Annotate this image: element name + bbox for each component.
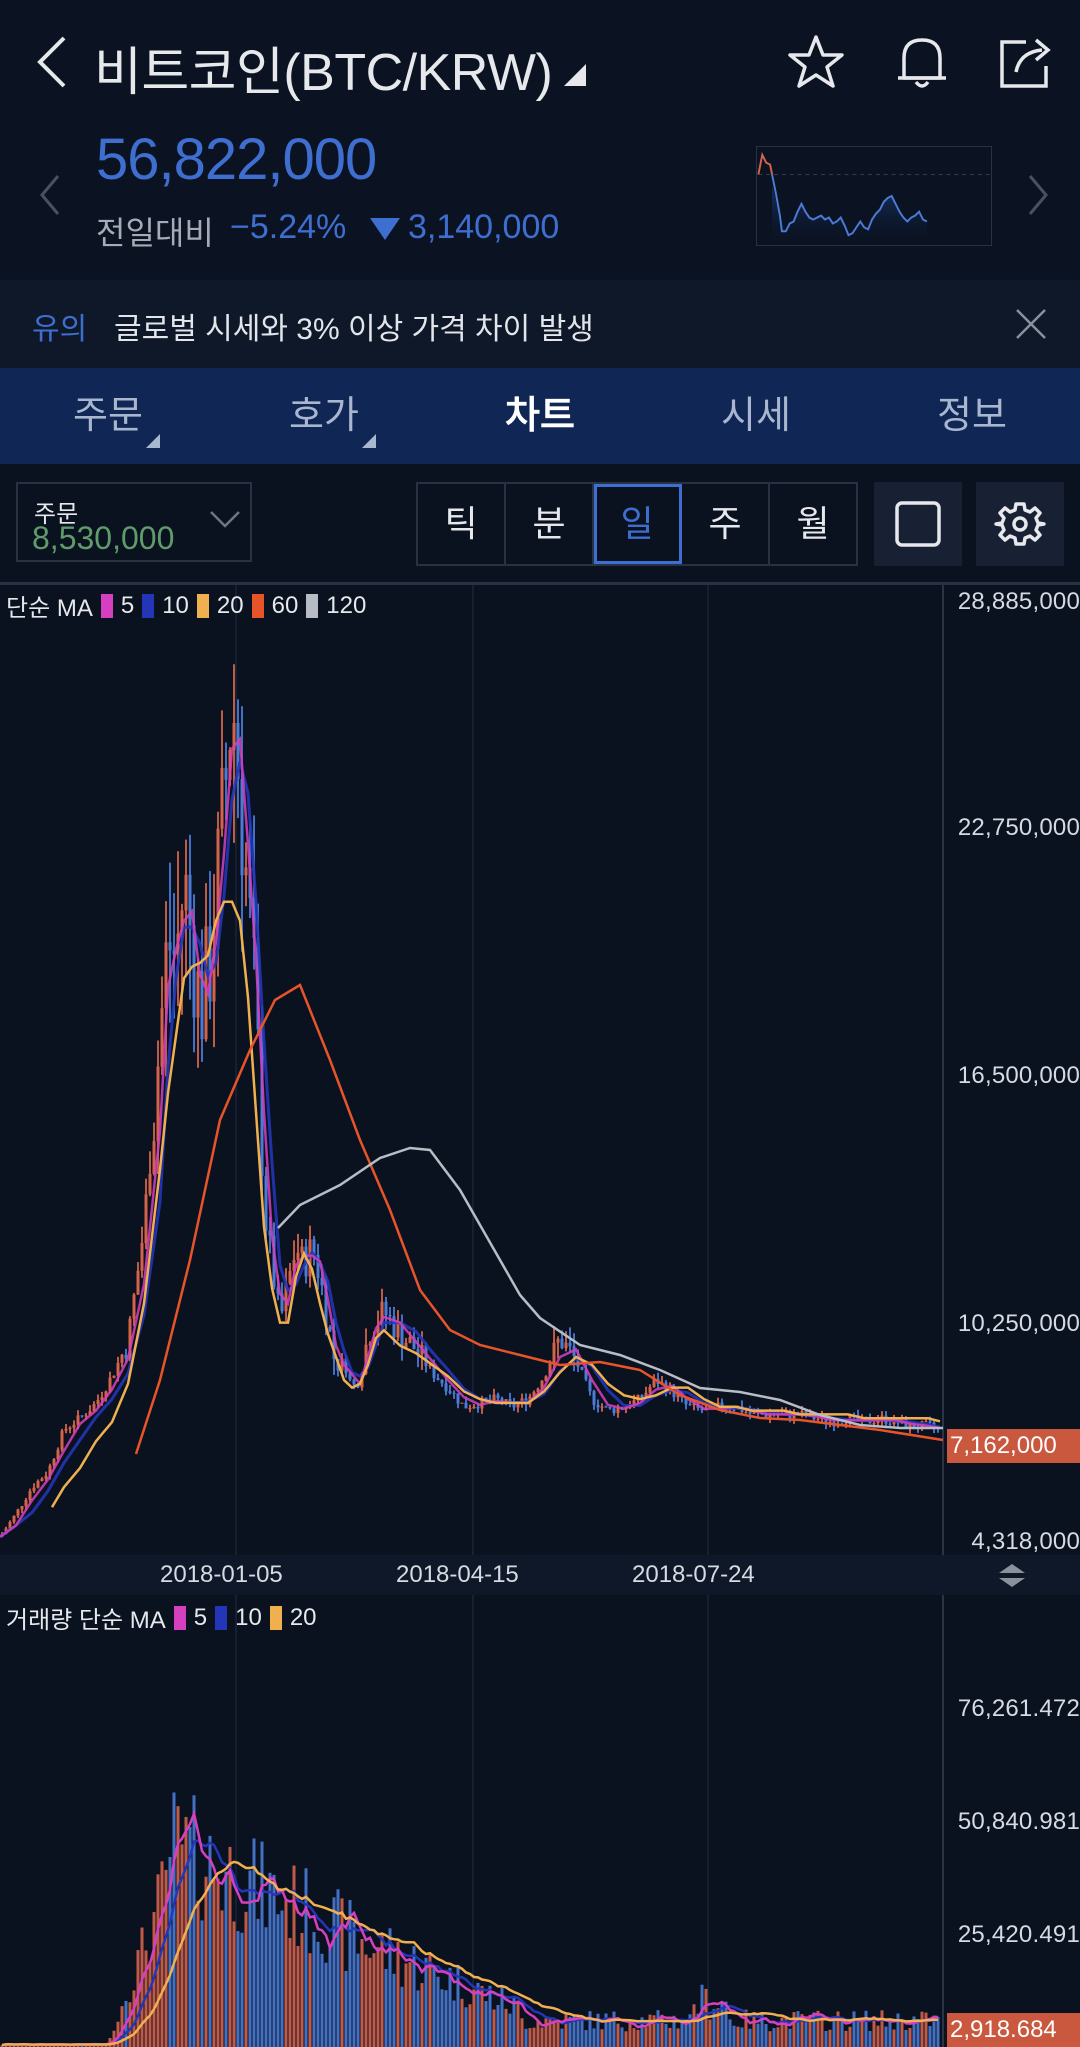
submenu-triangle-icon xyxy=(362,434,376,448)
order-price-select[interactable]: 주문 8,530,000 xyxy=(16,482,252,562)
legend-ma5: 5 xyxy=(193,1603,208,1631)
price-ma-legend: 단순 MA 5 10 20 60 120 xyxy=(6,588,366,623)
tab-order[interactable]: 주문 xyxy=(0,368,216,464)
y-tick-label: 10,250,000 xyxy=(957,1310,1080,1337)
ma120-swatch xyxy=(306,593,319,618)
divider xyxy=(0,582,1080,585)
tab-label: 시세 xyxy=(721,395,791,437)
x-tick-label: 2018-04-15 xyxy=(396,1561,519,1588)
tab-chart[interactable]: 차트 xyxy=(432,368,648,464)
tab-market-price[interactable]: 시세 xyxy=(648,368,864,464)
ma10-swatch xyxy=(142,593,155,618)
ma10-swatch xyxy=(215,1605,228,1630)
tab-label: 주문 xyxy=(73,395,143,437)
ma60-swatch xyxy=(251,593,264,618)
submenu-triangle-icon xyxy=(146,434,160,448)
y-tick-label: 4,318,000 xyxy=(971,1528,1080,1555)
period-minute[interactable]: 분 xyxy=(506,484,594,564)
ma5-swatch xyxy=(173,1605,186,1630)
next-arrow-icon[interactable] xyxy=(1022,170,1052,220)
change-amount: 3,140,000 xyxy=(408,208,560,246)
tab-info[interactable]: 정보 xyxy=(864,368,1080,464)
legend-ma120: 120 xyxy=(326,591,367,619)
current-price: 56,822,000 xyxy=(96,127,377,192)
page-title[interactable]: 비트코인(BTC/KRW) xyxy=(94,44,553,102)
period-week[interactable]: 주 xyxy=(682,484,770,564)
dropdown-caret-icon[interactable] xyxy=(564,64,586,86)
order-value: 8,530,000 xyxy=(32,520,175,556)
legend-ma5: 5 xyxy=(120,591,135,619)
notice-banner: 유의 글로벌 시세와 3% 이상 가격 차이 발생 xyxy=(0,280,1080,368)
legend-label: 거래량 단순 MA xyxy=(6,1607,166,1634)
volume-y-tick: 76,261.472 xyxy=(957,1695,1080,1722)
y-tick-label: 28,885,000 xyxy=(957,588,1080,615)
volume-ma-legend: 거래량 단순 MA 5 10 20 xyxy=(6,1600,317,1635)
ma20-swatch xyxy=(196,593,209,618)
period-tick[interactable]: 틱 xyxy=(418,484,506,564)
main-tabs: 주문 호가 차트 시세 정보 xyxy=(0,368,1080,464)
x-tick-label: 2018-07-24 xyxy=(632,1561,755,1588)
chevron-down-icon xyxy=(210,511,240,528)
tab-label: 호가 xyxy=(289,395,359,437)
back-icon[interactable] xyxy=(28,32,78,92)
gear-icon xyxy=(994,502,1046,546)
star-icon[interactable] xyxy=(786,32,846,92)
current-price-tag: 7,162,000 xyxy=(947,1429,1080,1463)
legend-label: 단순 MA xyxy=(6,595,93,622)
price-volume-chart[interactable] xyxy=(0,585,1080,2047)
x-axis-strip: 2018-01-05 2018-04-15 2018-07-24 xyxy=(0,1555,1080,1595)
change-label: 전일대비 xyxy=(96,215,214,251)
chart-toolbar: 주문 8,530,000 틱 분 일 주 월 xyxy=(0,464,1080,584)
legend-ma10: 10 xyxy=(235,1603,262,1631)
tab-orderbook[interactable]: 호가 xyxy=(216,368,432,464)
x-tick-label: 2018-01-05 xyxy=(160,1561,283,1588)
ma20-swatch xyxy=(269,1605,282,1630)
down-triangle-icon xyxy=(370,218,400,240)
legend-ma60: 60 xyxy=(271,591,299,619)
order-label: 주문 xyxy=(34,501,79,528)
square-icon xyxy=(895,501,941,547)
settings-button[interactable] xyxy=(976,482,1064,566)
change-percent: −5.24% xyxy=(230,208,347,246)
tab-label: 차트 xyxy=(505,395,575,437)
mini-price-chart[interactable] xyxy=(756,146,992,246)
notice-text: 글로벌 시세와 3% 이상 가격 차이 발생 xyxy=(114,313,594,346)
legend-ma20: 20 xyxy=(216,591,244,619)
y-tick-label: 22,750,000 xyxy=(957,814,1080,841)
ma5-swatch xyxy=(100,593,113,618)
notice-tag: 유의 xyxy=(32,313,88,346)
period-selector: 틱 분 일 주 월 xyxy=(416,482,858,566)
close-icon[interactable] xyxy=(1013,306,1049,342)
current-volume-tag: 2,918.684 xyxy=(947,2013,1080,2047)
y-tick-label: 16,500,000 xyxy=(957,1062,1080,1089)
legend-ma20: 20 xyxy=(289,1603,317,1631)
volume-y-tick: 50,840.981 xyxy=(957,1808,1080,1835)
pane-resize-handle-icon[interactable] xyxy=(997,1563,1027,1589)
bell-icon[interactable] xyxy=(892,32,952,92)
header: 비트코인(BTC/KRW) 56,822,000 전일대비 −5.24% 3,1… xyxy=(0,0,1080,280)
share-icon[interactable] xyxy=(996,32,1056,92)
period-day[interactable]: 일 xyxy=(594,484,682,564)
prev-arrow-icon[interactable] xyxy=(36,170,66,220)
volume-y-tick: 25,420.491 xyxy=(957,1921,1080,1948)
legend-ma10: 10 xyxy=(162,591,189,619)
tab-label: 정보 xyxy=(937,395,1007,437)
fullscreen-button[interactable] xyxy=(874,482,962,566)
period-month[interactable]: 월 xyxy=(796,503,830,544)
